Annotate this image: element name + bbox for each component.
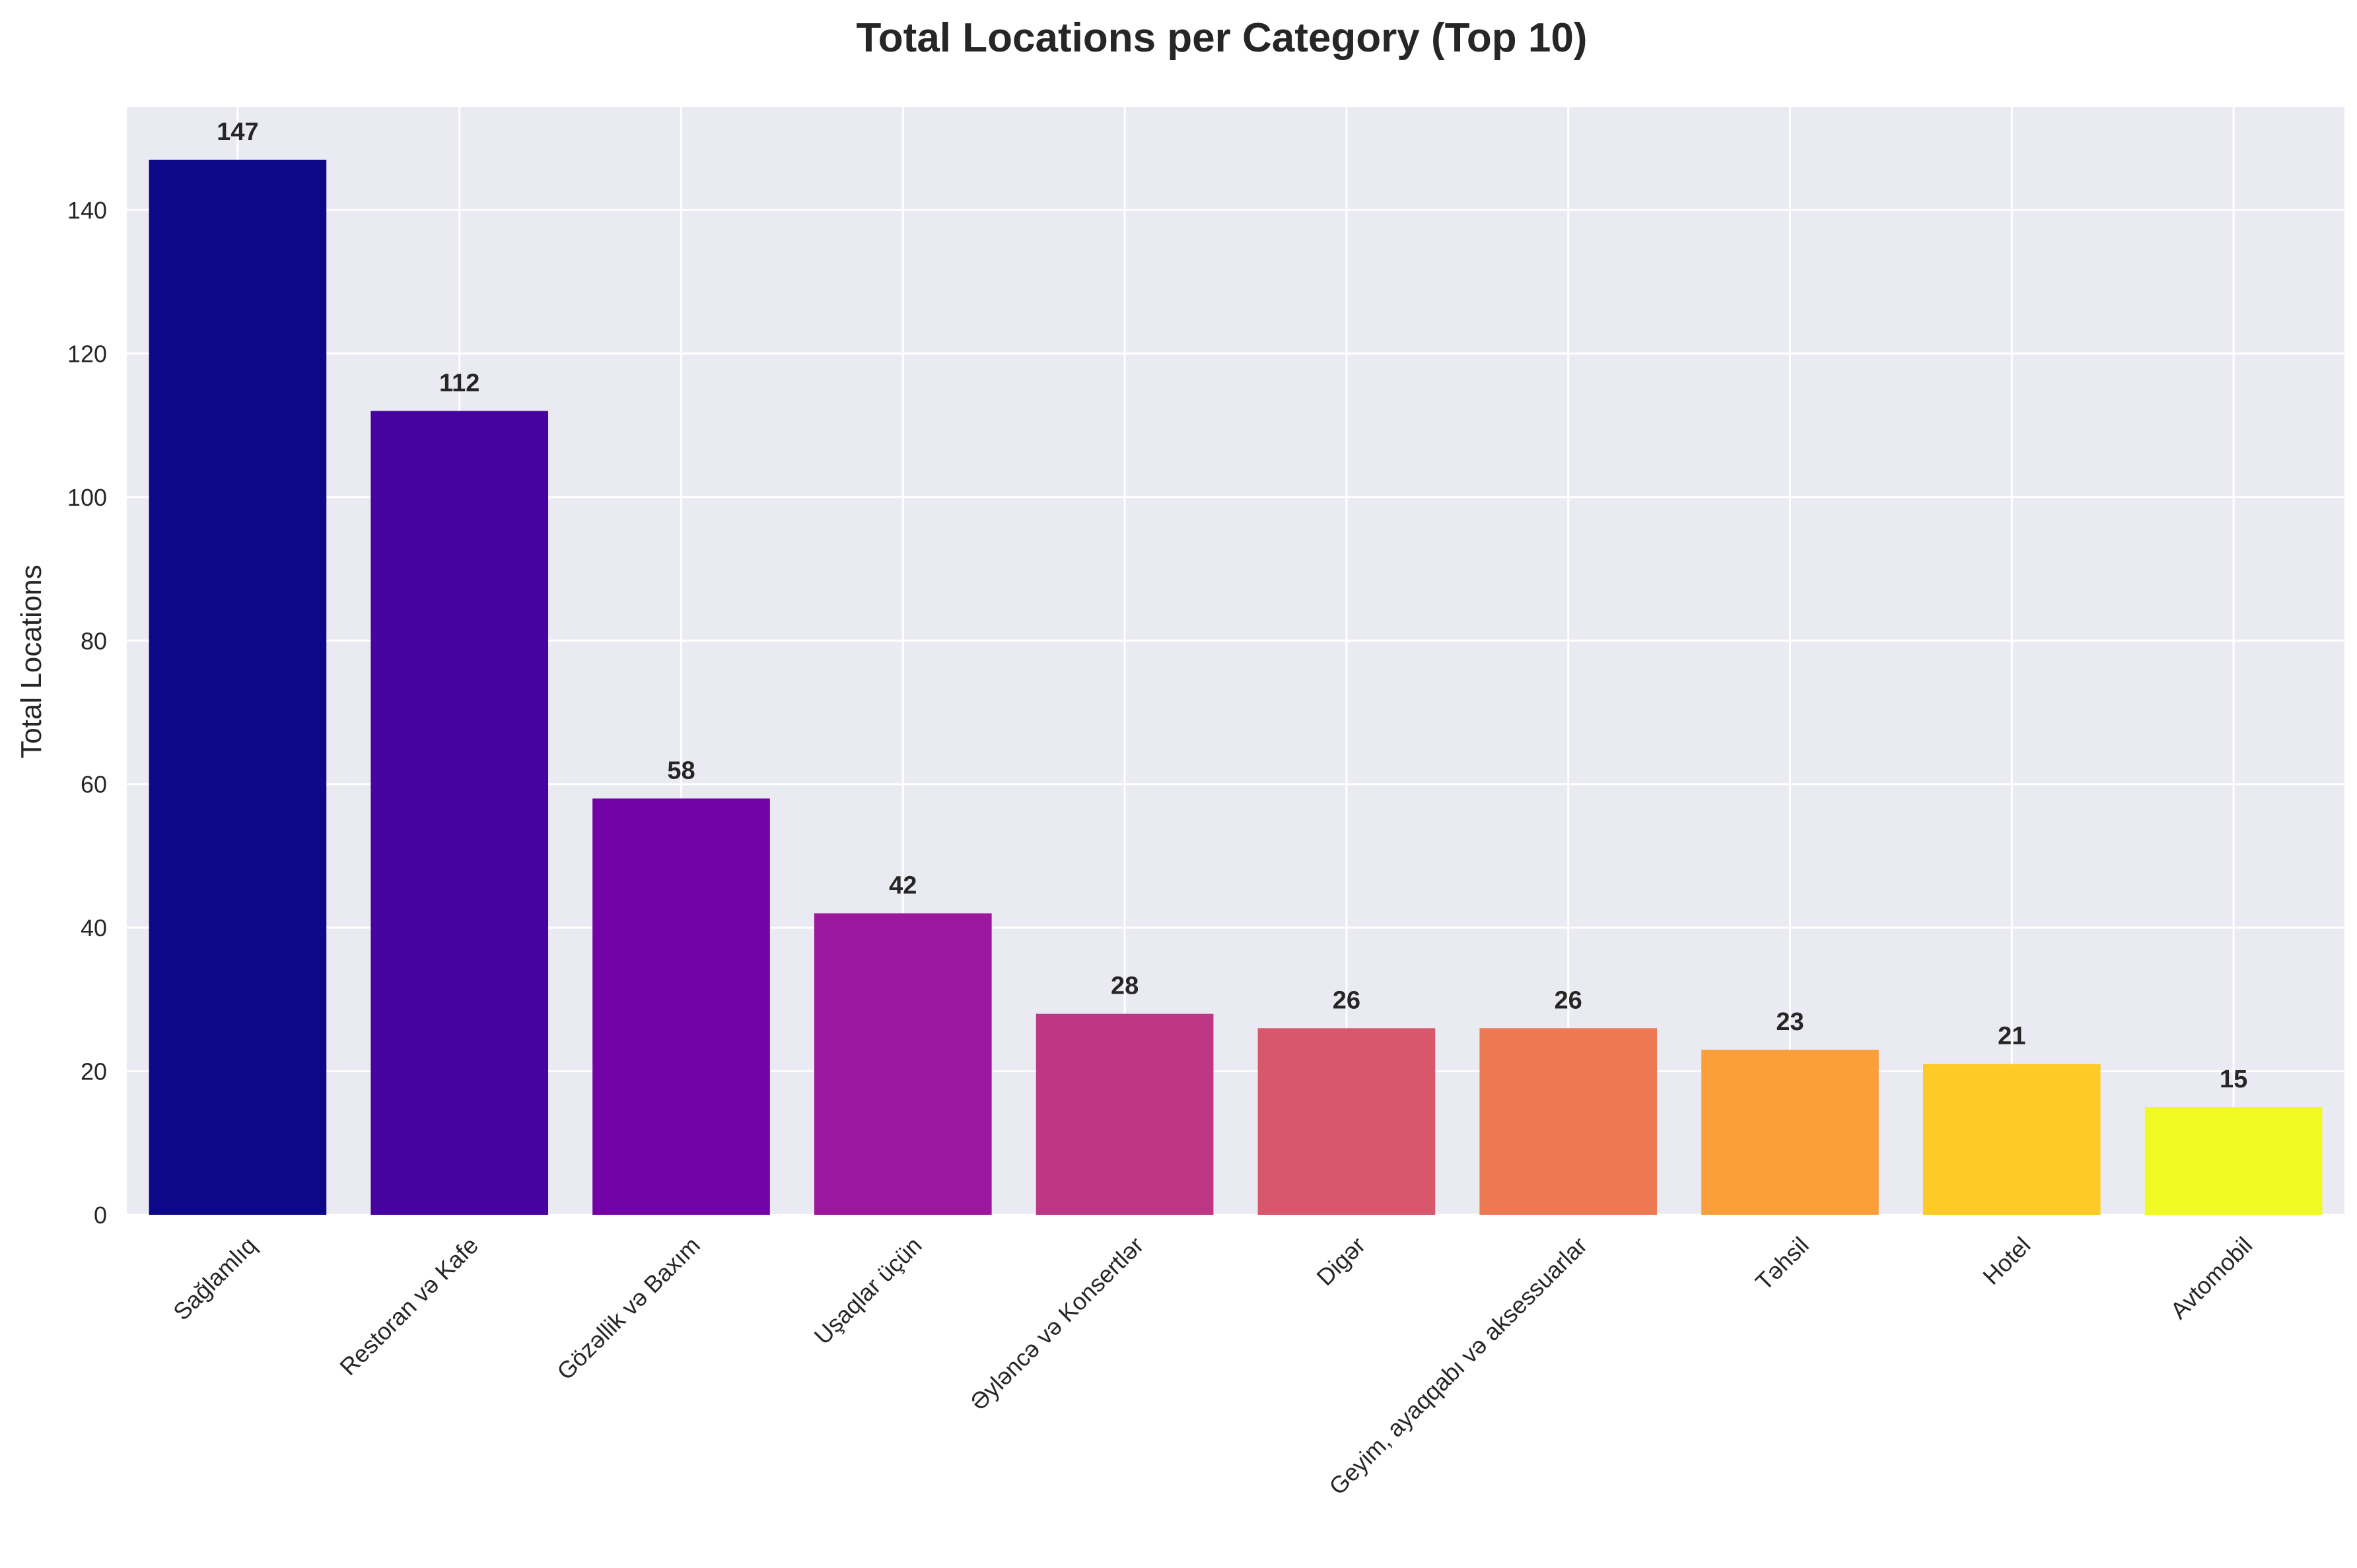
bar-value-label: 21 — [1998, 1023, 2025, 1050]
bar-value-label: 147 — [217, 118, 258, 146]
y-tick-label: 80 — [81, 627, 107, 654]
y-axis-ticks: 0 20 40 60 80 100 120 140 — [67, 197, 107, 1229]
bar — [149, 159, 327, 1215]
chart-title: Total Locations per Category (Top 10) — [857, 15, 1588, 61]
bar — [1036, 1013, 1214, 1215]
y-tick-label: 100 — [67, 484, 107, 511]
y-tick-label: 0 — [94, 1202, 107, 1229]
bar — [1701, 1049, 1879, 1215]
bar — [814, 913, 992, 1215]
bar-value-label: 58 — [667, 757, 695, 784]
bar — [370, 411, 549, 1215]
bar-value-label: 26 — [1333, 986, 1360, 1014]
bar — [1479, 1028, 1658, 1215]
y-tick-label: 120 — [67, 340, 107, 367]
y-tick-label: 140 — [67, 197, 107, 224]
bar — [592, 798, 770, 1215]
y-tick-label: 60 — [81, 771, 107, 798]
bar-value-label: 28 — [1111, 972, 1139, 1000]
bar-value-label: 23 — [1776, 1008, 1804, 1036]
value-labels: 147 112 58 42 28 26 26 23 21 15 — [217, 118, 2247, 1093]
bar-value-label: 26 — [1555, 986, 1582, 1014]
y-tick-label: 40 — [81, 914, 107, 941]
bar — [1922, 1064, 2101, 1215]
bar-value-label: 42 — [889, 871, 917, 899]
bar — [1257, 1028, 1436, 1215]
y-tick-label: 20 — [81, 1058, 107, 1085]
bar — [2144, 1107, 2323, 1215]
y-axis-label: Total Locations — [15, 564, 48, 759]
bars — [149, 159, 2323, 1215]
bar-value-label: 112 — [439, 369, 479, 397]
bar-value-label: 15 — [2220, 1066, 2247, 1093]
